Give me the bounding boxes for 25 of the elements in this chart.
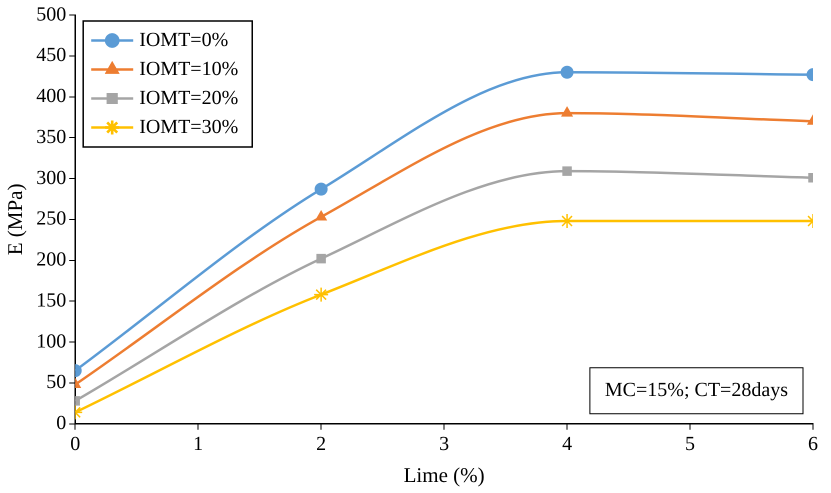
x-tick-label: 1 <box>193 433 204 456</box>
x-tick-label: 6 <box>808 433 818 456</box>
y-tick-label: 400 <box>36 85 66 108</box>
y-tick-label: 300 <box>36 166 66 189</box>
y-tick-label: 450 <box>36 44 66 66</box>
legend-label: IOMT=10% <box>139 58 238 80</box>
y-tick-label: 350 <box>36 126 66 148</box>
y-tick-label: 0 <box>56 412 66 434</box>
y-tick-label: 150 <box>36 289 66 312</box>
x-tick-label: 2 <box>316 433 326 456</box>
y-tick-label: 200 <box>36 248 66 271</box>
y-axis-title: E (MPa) <box>3 184 28 256</box>
y-tick-label: 250 <box>36 208 66 230</box>
x-tick-label: 3 <box>439 433 450 456</box>
y-tick-label: 50 <box>46 371 66 394</box>
x-tick-label: 4 <box>562 433 572 456</box>
annotation: MC=15%; CT=28days <box>604 379 788 402</box>
y-tick-label: 100 <box>36 330 66 352</box>
legend-label: IOMT=0% <box>139 28 228 51</box>
x-tick-label: 5 <box>685 433 696 456</box>
x-axis-title: Lime (%) <box>404 462 485 487</box>
y-tick-label: 500 <box>36 3 66 26</box>
x-tick-label: 0 <box>70 433 80 456</box>
legend-label: IOMT=20% <box>139 86 238 109</box>
legend-label: IOMT=30% <box>139 116 238 138</box>
